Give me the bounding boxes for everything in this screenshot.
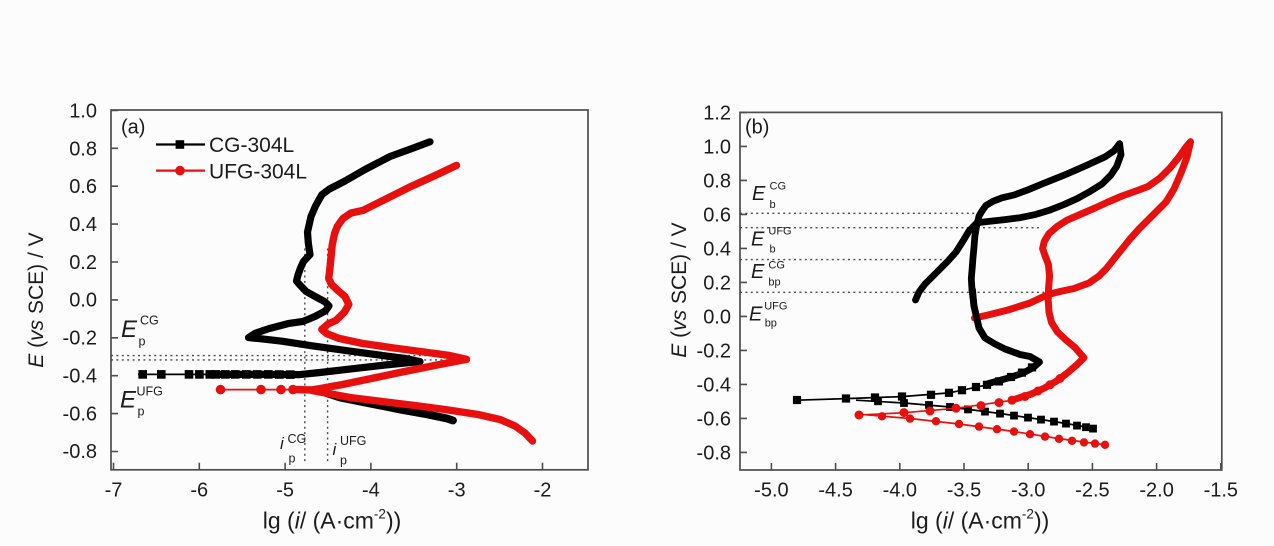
svg-text:E: E bbox=[751, 228, 765, 250]
svg-text:0.8: 0.8 bbox=[703, 170, 731, 192]
svg-text:-0.4: -0.4 bbox=[63, 365, 97, 387]
svg-text:-0.2: -0.2 bbox=[63, 328, 97, 350]
svg-text:lg (i/ (A·cm-2)): lg (i/ (A·cm-2)) bbox=[911, 507, 1050, 534]
svg-text:-5.0: -5.0 bbox=[754, 480, 788, 502]
svg-text:E (vs SCE) / V: E (vs SCE) / V bbox=[25, 232, 48, 367]
svg-text:UFG: UFG bbox=[768, 226, 791, 238]
svg-text:-0.6: -0.6 bbox=[697, 408, 731, 430]
svg-text:UFG-304L: UFG-304L bbox=[209, 160, 307, 183]
svg-text:-3.0: -3.0 bbox=[1011, 480, 1045, 502]
svg-text:-0.8: -0.8 bbox=[697, 442, 731, 464]
svg-text:E: E bbox=[121, 316, 138, 343]
svg-text:-1.5: -1.5 bbox=[1204, 480, 1238, 502]
svg-text:p: p bbox=[139, 335, 146, 349]
svg-text:-4.5: -4.5 bbox=[818, 480, 852, 502]
svg-text:0.6: 0.6 bbox=[69, 176, 97, 198]
svg-text:-0.4: -0.4 bbox=[697, 374, 731, 396]
svg-text:0.0: 0.0 bbox=[69, 290, 97, 312]
svg-text:0.2: 0.2 bbox=[703, 272, 731, 294]
svg-text:0.4: 0.4 bbox=[703, 238, 731, 260]
svg-text:E: E bbox=[120, 387, 137, 414]
svg-text:(a): (a) bbox=[121, 117, 145, 139]
svg-text:bp: bp bbox=[765, 318, 777, 330]
svg-text:p: p bbox=[138, 405, 145, 419]
svg-text:-3: -3 bbox=[448, 480, 466, 502]
svg-text:-5: -5 bbox=[276, 480, 294, 502]
svg-text:b: b bbox=[770, 199, 776, 211]
svg-text:1.0: 1.0 bbox=[703, 136, 731, 158]
svg-text:UFG: UFG bbox=[764, 301, 787, 313]
svg-text:0.6: 0.6 bbox=[703, 204, 731, 226]
svg-text:i: i bbox=[280, 434, 285, 453]
svg-text:b: b bbox=[770, 244, 776, 256]
svg-text:i: i bbox=[333, 440, 338, 459]
svg-text:E: E bbox=[752, 183, 766, 205]
svg-text:-2: -2 bbox=[534, 480, 552, 502]
svg-text:p: p bbox=[289, 452, 296, 466]
svg-text:-2.0: -2.0 bbox=[1139, 480, 1173, 502]
svg-text:1.2: 1.2 bbox=[703, 102, 731, 124]
svg-text:-0.6: -0.6 bbox=[63, 403, 97, 425]
svg-text:E: E bbox=[751, 261, 765, 283]
svg-text:-0.8: -0.8 bbox=[63, 441, 97, 463]
svg-text:0.2: 0.2 bbox=[69, 252, 97, 274]
svg-text:CG: CG bbox=[770, 181, 787, 193]
svg-text:-3.5: -3.5 bbox=[947, 480, 981, 502]
svg-text:CG-304L: CG-304L bbox=[209, 134, 294, 157]
svg-text:0.4: 0.4 bbox=[69, 214, 97, 236]
svg-text:CG: CG bbox=[768, 259, 785, 271]
svg-text:p: p bbox=[340, 454, 347, 468]
svg-text:UFG: UFG bbox=[340, 434, 366, 448]
svg-text:0.0: 0.0 bbox=[703, 306, 731, 328]
svg-text:-6: -6 bbox=[190, 480, 208, 502]
svg-text:CG: CG bbox=[140, 314, 159, 328]
svg-text:lg (i/ (A·cm-2)): lg (i/ (A·cm-2)) bbox=[263, 507, 402, 534]
svg-text:E: E bbox=[749, 304, 763, 326]
svg-text:(b): (b) bbox=[745, 117, 769, 139]
svg-text:CG: CG bbox=[288, 432, 307, 446]
svg-text:bp: bp bbox=[768, 277, 780, 289]
svg-text:-7: -7 bbox=[105, 480, 123, 502]
svg-text:-4: -4 bbox=[362, 480, 380, 502]
svg-text:0.8: 0.8 bbox=[69, 138, 97, 160]
svg-text:1.0: 1.0 bbox=[69, 101, 97, 123]
svg-text:UFG: UFG bbox=[137, 385, 163, 399]
svg-text:-2.5: -2.5 bbox=[1075, 480, 1109, 502]
svg-text:-4.0: -4.0 bbox=[883, 480, 917, 502]
svg-text:E (vs SCE) / V: E (vs SCE) / V bbox=[668, 222, 691, 357]
svg-text:-0.2: -0.2 bbox=[697, 340, 731, 362]
